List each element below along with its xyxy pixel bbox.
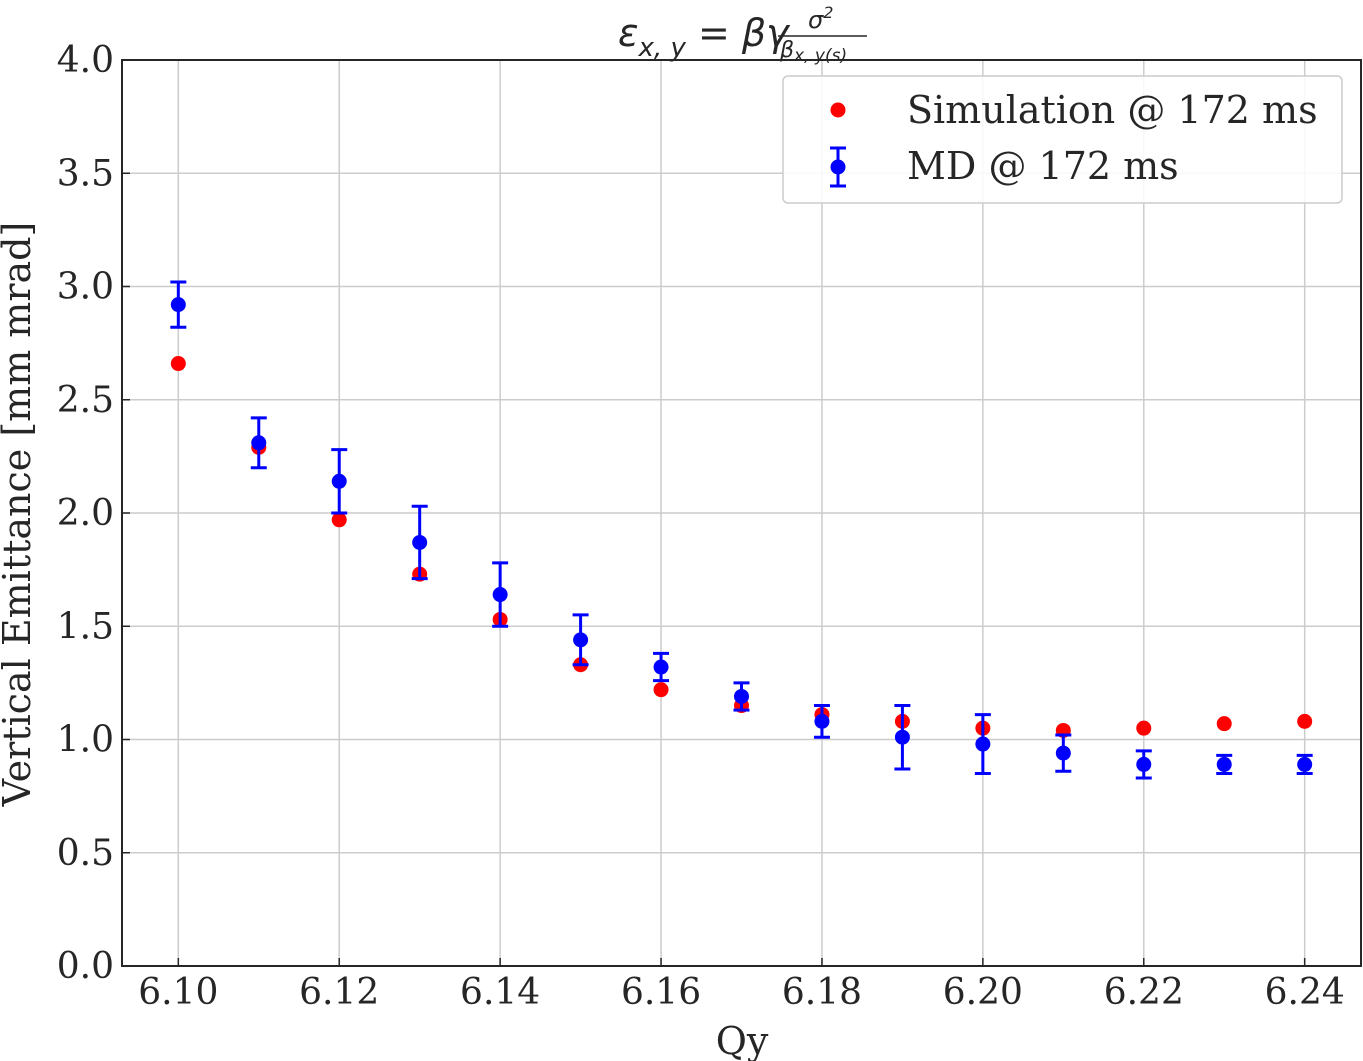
x-tick-label: 6.24	[1265, 972, 1345, 1013]
y-tick-label: 2.0	[57, 493, 114, 534]
tick-labels: 6.10 6.12 6.14 6.16 6.18 6.20 6.22 6.24 0.0 0.5 1.…	[57, 40, 1345, 1013]
data-point	[331, 512, 347, 528]
x-axis-label: Qy	[716, 1019, 769, 1061]
title-eq: = βγ	[686, 11, 791, 55]
title-lhs-sub: x, y	[638, 33, 687, 63]
data-point	[1216, 756, 1232, 772]
svg-text:βx, y(s): βx, y(s)	[779, 38, 847, 66]
title-numerator: σ	[808, 6, 824, 34]
y-tick-label: 3.5	[57, 153, 114, 194]
y-tick-label: 0.0	[57, 946, 114, 987]
x-tick-label: 6.20	[943, 972, 1023, 1013]
data-point	[653, 682, 669, 698]
data-point	[975, 736, 991, 752]
y-tick-label: 1.5	[57, 606, 114, 647]
title-denominator: β	[779, 38, 794, 63]
x-tick-label: 6.16	[621, 972, 701, 1013]
data-point	[1136, 756, 1152, 772]
data-point	[814, 713, 830, 729]
series-md	[170, 280, 1313, 780]
data-point	[412, 534, 428, 550]
x-tick-label: 6.14	[460, 972, 540, 1013]
y-axis-label: Vertical Emittance [mm mrad]	[0, 222, 39, 808]
legend-label-simulation: Simulation @ 172 ms	[907, 88, 1318, 132]
chart-title: εx, y = βγ σ2 βx, y(s)	[618, 3, 867, 66]
data-point	[653, 659, 669, 675]
x-tick-label: 6.18	[782, 972, 862, 1013]
x-tick-label: 6.22	[1104, 972, 1184, 1013]
data-point	[170, 297, 186, 313]
title-numerator-sup: 2	[823, 3, 833, 22]
data-point	[1216, 716, 1232, 732]
data-point	[1297, 756, 1313, 772]
data-point	[331, 473, 347, 489]
data-point	[1297, 713, 1313, 729]
data-point	[573, 632, 589, 648]
svg-text:σ2: σ2	[808, 3, 833, 34]
data-point	[492, 587, 508, 603]
x-tick-label: 6.12	[299, 972, 379, 1013]
y-tick-label: 4.0	[57, 40, 114, 81]
svg-text:εx, y = βγ: εx, y = βγ	[618, 11, 791, 63]
title-denominator-sub: x, y(s)	[793, 46, 847, 66]
x-tick-label: 6.10	[138, 972, 218, 1013]
y-tick-label: 2.5	[57, 380, 114, 421]
data-point	[251, 435, 267, 451]
ticks	[122, 59, 1306, 967]
data-point	[894, 729, 910, 745]
legend-box	[782, 75, 1343, 204]
legend-marker-simulation	[830, 102, 846, 118]
y-tick-label: 1.0	[57, 720, 114, 761]
data-point	[1055, 745, 1071, 761]
data-point	[170, 356, 186, 372]
y-tick-label: 3.0	[57, 267, 114, 308]
data-point	[1136, 720, 1152, 736]
data-point	[734, 688, 749, 704]
legend-label-md: MD @ 172 ms	[907, 144, 1179, 188]
legend-marker-md	[830, 159, 846, 175]
series-layer	[170, 280, 1313, 780]
y-tick-label: 0.5	[57, 833, 114, 874]
title-lhs: ε	[618, 11, 639, 55]
legend: Simulation @ 172 ms MD @ 172 ms	[782, 75, 1343, 204]
